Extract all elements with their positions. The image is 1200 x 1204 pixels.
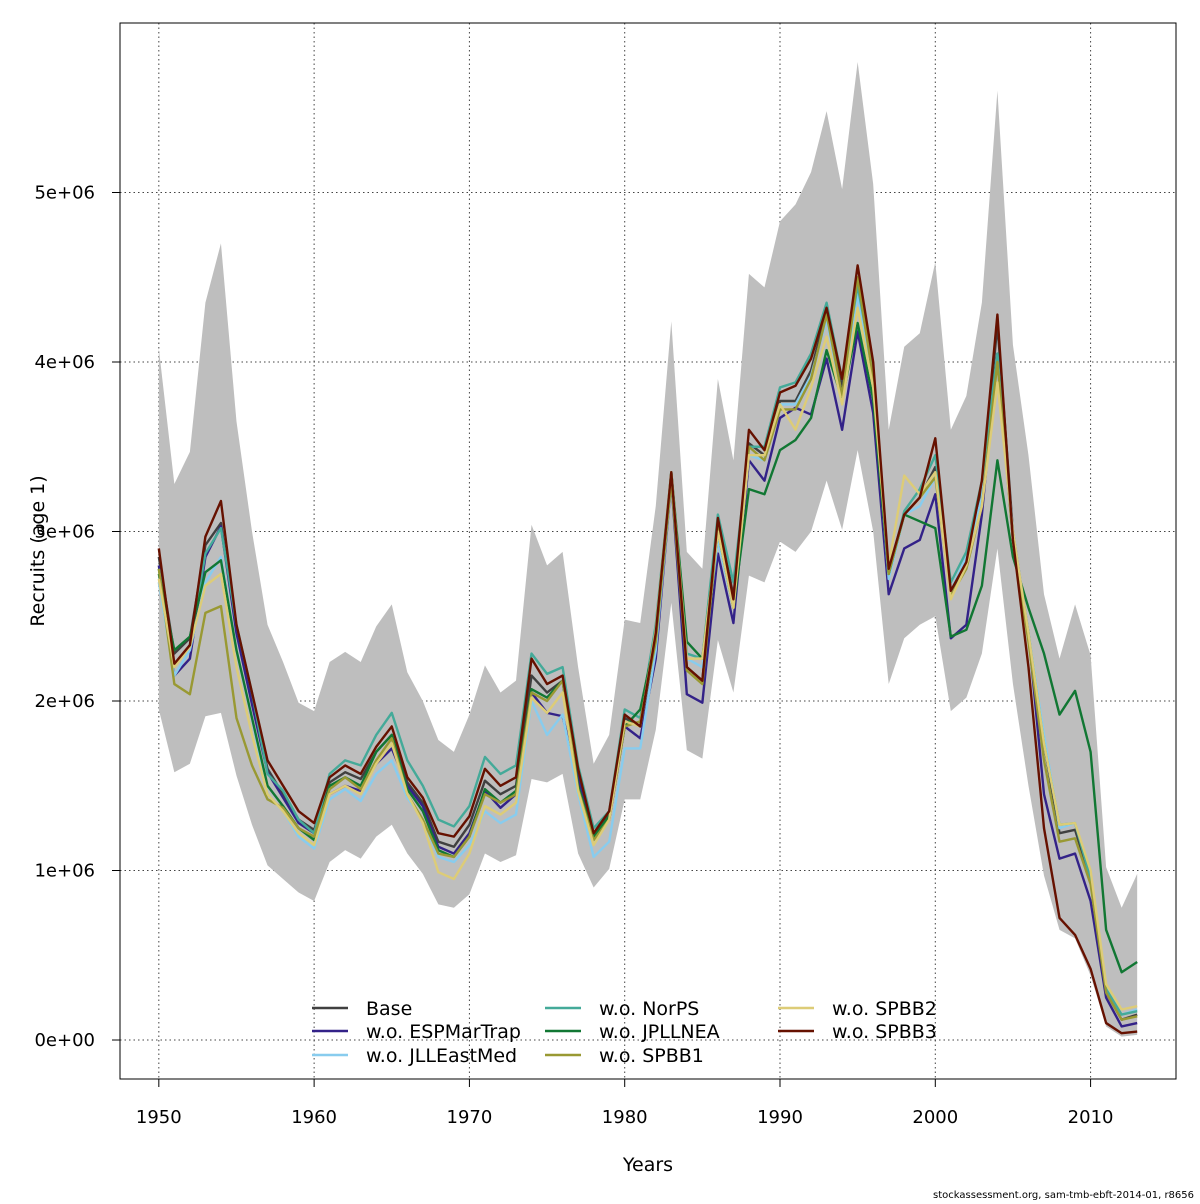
legend-label: w.o. SPBB2 <box>832 998 937 1020</box>
x-tick-label: 1970 <box>447 1107 493 1128</box>
x-tick-label: 2010 <box>1068 1107 1114 1128</box>
x-tick-label: 1980 <box>602 1107 648 1128</box>
series-line <box>157 264 1138 1035</box>
legend-label: Base <box>366 998 412 1020</box>
x-tick-label: 1990 <box>757 1107 803 1128</box>
y-tick-label: 2e+06 <box>34 691 95 712</box>
legend-label: w.o. JLLEastMed <box>366 1045 517 1067</box>
legend-label: w.o. ESPMarTrap <box>366 1021 521 1043</box>
x-axis-label: Years <box>622 1154 673 1176</box>
x-tick-label: 1960 <box>291 1107 337 1128</box>
confidence-band <box>158 61 1138 1037</box>
x-tick-label: 2000 <box>912 1107 958 1128</box>
y-axis: 0e+00 1e+06 2e+06 3e+06 4e+06 5e+06 <box>34 183 120 1051</box>
y-tick-label: 1e+06 <box>34 861 95 882</box>
plot-frame <box>119 22 1177 1080</box>
y-tick-label: 4e+06 <box>34 352 95 373</box>
y-tick-label: 0e+00 <box>34 1030 95 1051</box>
y-axis-label: Recruits (age 1) <box>27 475 49 626</box>
series-lines <box>157 264 1138 1035</box>
legend-label: w.o. SPBB1 <box>599 1045 704 1067</box>
y-tick-label: 5e+06 <box>34 183 95 204</box>
x-tick-label: 1950 <box>136 1107 182 1128</box>
legend-label: w.o. JPLLNEA <box>599 1021 720 1043</box>
footer-credit: stockassessment.org, sam-tmb-ebft-2014-0… <box>933 1190 1194 1200</box>
x-axis: 1950 1960 1970 1980 1990 2000 2010 <box>136 1079 1114 1128</box>
legend-label: w.o. SPBB3 <box>832 1021 937 1043</box>
y-tick-label: 3e+06 <box>34 522 95 543</box>
confidence-band-area <box>158 61 1138 1037</box>
legend-label: w.o. NorPS <box>599 998 699 1020</box>
